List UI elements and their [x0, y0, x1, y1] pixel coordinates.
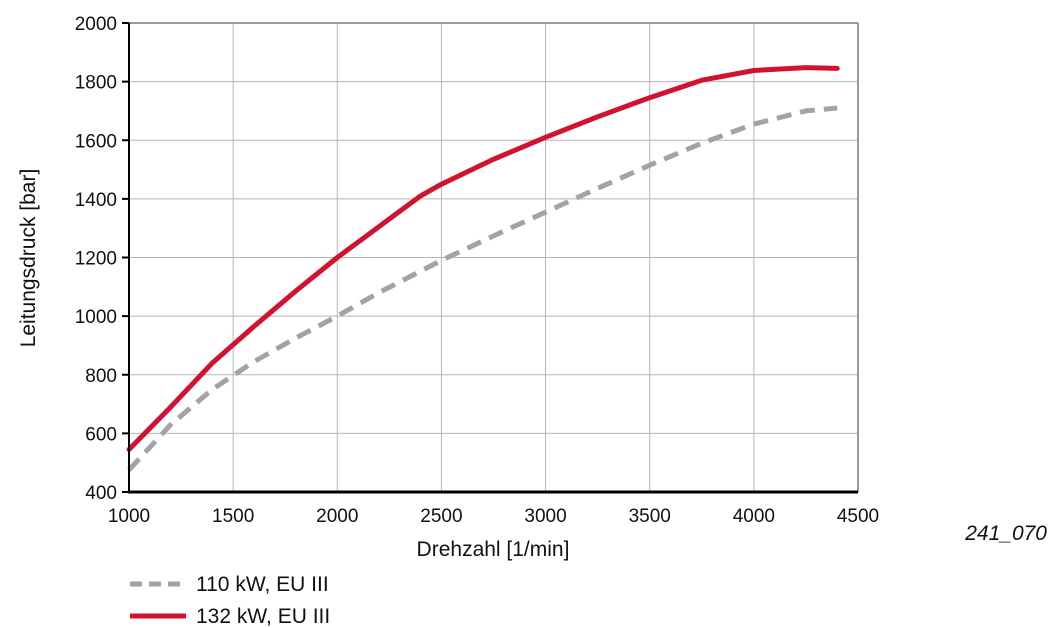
y-tick-label: 1800	[75, 73, 117, 94]
series-line-1	[126, 65, 840, 452]
x-tick-label: 2000	[316, 506, 358, 527]
legend: 110 kW, EU III 132 kW, EU III	[130, 573, 330, 628]
figure-id: 241_070	[964, 522, 1047, 545]
y-tick-label: 1600	[75, 131, 117, 152]
legend-item-132kw: 132 kW, EU III	[130, 605, 330, 628]
y-tick-label: 1000	[75, 307, 117, 328]
x-tick-label: 3000	[524, 506, 566, 527]
x-tick-label: 4500	[837, 506, 879, 527]
legend-label-132kw: 132 kW, EU III	[196, 605, 330, 628]
x-tick-label: 1500	[212, 506, 254, 527]
y-tick-label: 1200	[75, 249, 117, 270]
y-tick-label: 800	[85, 366, 117, 387]
series-line-0	[127, 105, 838, 472]
y-axis-title: Leitungsdruck [bar]	[17, 169, 40, 348]
y-tick-label: 2000	[75, 14, 117, 35]
axes	[122, 22, 859, 494]
x-tick-label: 1000	[108, 506, 150, 527]
y-tick-label: 400	[85, 483, 117, 504]
legend-label-110kw: 110 kW, EU III	[196, 573, 329, 596]
series-group	[126, 65, 840, 472]
x-tick-label: 3500	[629, 506, 671, 527]
x-axis-title: Drehzahl [1/min]	[417, 538, 570, 561]
x-tick-label: 2500	[420, 506, 462, 527]
x-tick-label: 4000	[733, 506, 775, 527]
tick-labels: 1000 1500 2000 2500 3000 3500 4000 4500 400 600 80…	[75, 14, 879, 527]
y-tick-label: 600	[85, 424, 117, 445]
y-tick-label: 1400	[75, 190, 117, 211]
grid	[129, 22, 859, 492]
legend-item-110kw: 110 kW, EU III	[130, 573, 329, 596]
